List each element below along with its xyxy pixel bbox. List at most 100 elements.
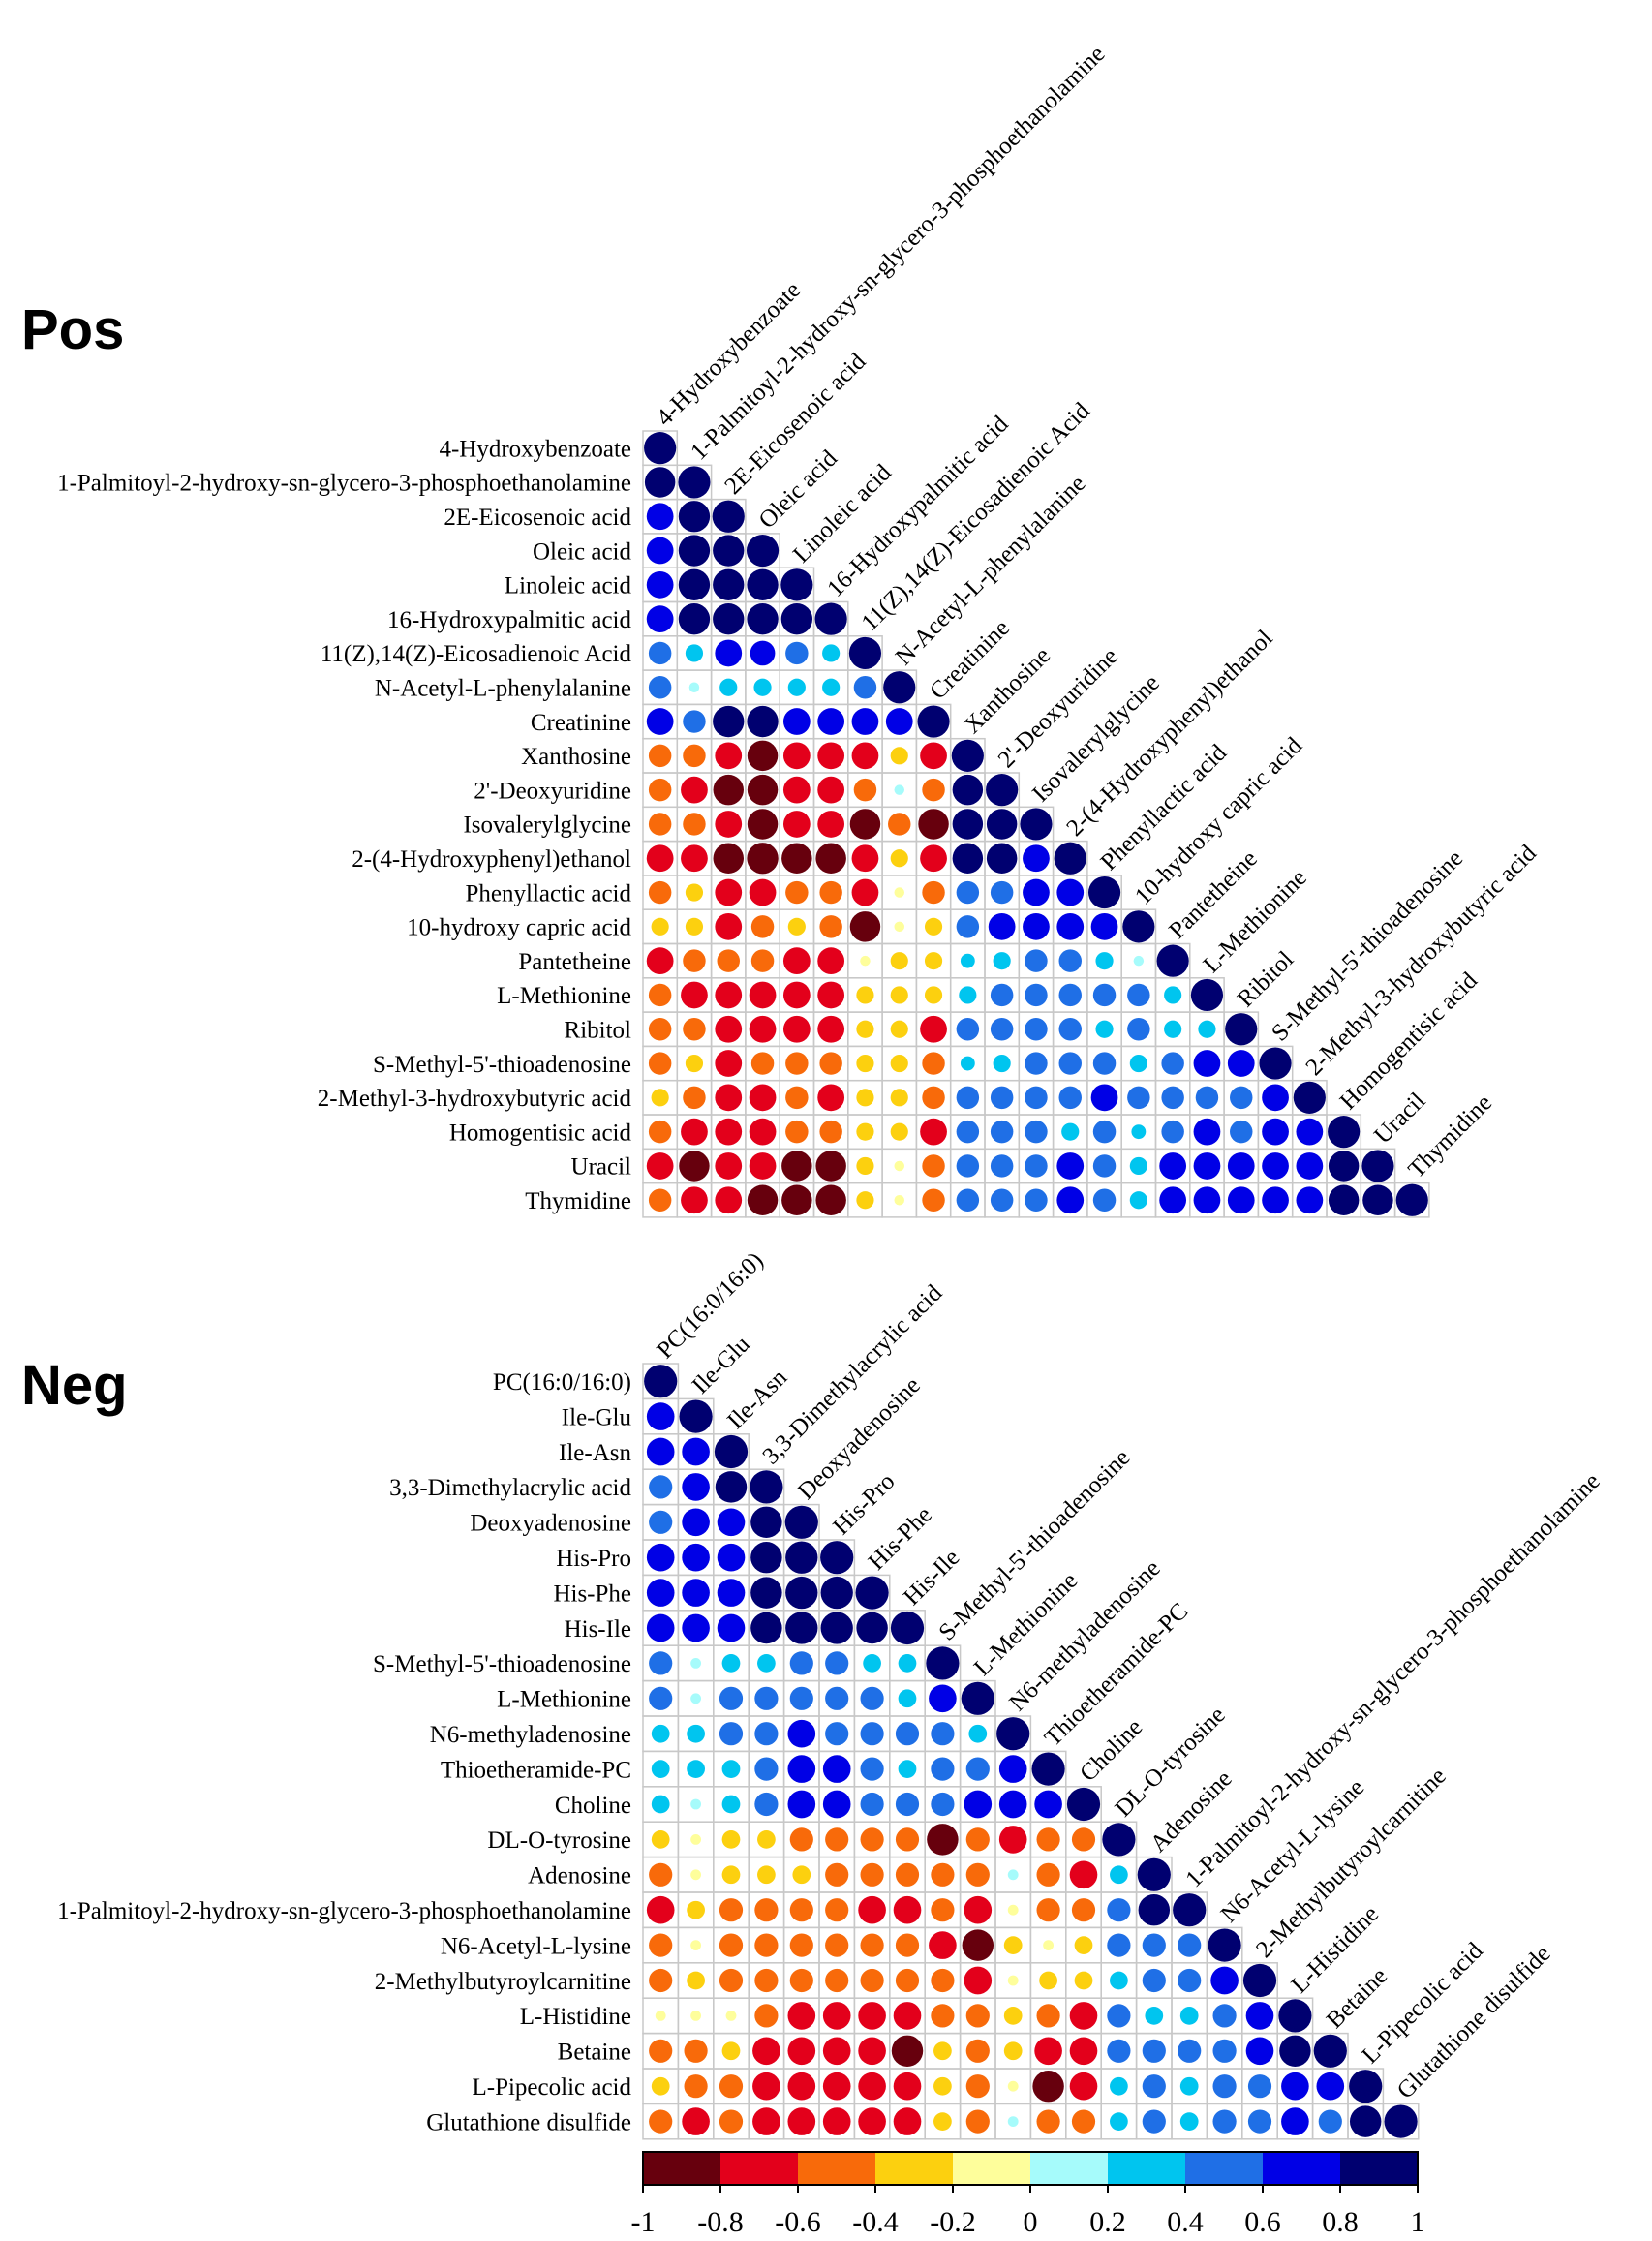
row-label: His-Ile	[565, 1616, 631, 1642]
row-label: N6-Acetyl-L-lysine	[441, 1933, 631, 1959]
correlation-dot	[1107, 1933, 1131, 1957]
correlation-dot	[1129, 1191, 1147, 1210]
correlation-dot	[815, 843, 846, 874]
correlation-dot	[825, 1722, 849, 1746]
correlation-dot	[855, 1576, 889, 1610]
correlation-dot	[721, 1830, 741, 1849]
correlation-dot	[1007, 1975, 1019, 1986]
correlation-dot	[646, 844, 674, 873]
correlation-dot	[646, 1613, 675, 1642]
correlation-dot	[678, 501, 711, 533]
correlation-dot	[1230, 1086, 1253, 1110]
correlation-dot	[1212, 2109, 1237, 2134]
correlation-dot	[715, 1084, 743, 1112]
correlation-dot	[929, 1931, 957, 1959]
column-label: Phenyllactic acid	[1096, 739, 1233, 875]
correlation-dot	[648, 1052, 672, 1075]
correlation-dot	[721, 1654, 741, 1673]
correlation-dot	[713, 602, 745, 635]
correlation-dot	[931, 1722, 955, 1746]
correlation-dot	[893, 2072, 922, 2101]
correlation-dot	[690, 2010, 702, 2021]
correlation-dot	[782, 776, 811, 804]
correlation-dot	[894, 784, 904, 795]
row-label: 1-Palmitoyl-2-hydroxy-sn-glycero-3-phosp…	[57, 1898, 631, 1924]
correlation-dot	[851, 708, 879, 735]
correlation-dot	[719, 1933, 744, 1957]
correlation-dot	[781, 1184, 812, 1215]
correlation-dot	[1138, 1893, 1171, 1926]
row-label: 3,3-Dimethylacrylic acid	[389, 1475, 631, 1501]
correlation-dot	[885, 708, 913, 735]
correlation-dot	[890, 1122, 908, 1141]
correlation-dot	[1036, 1827, 1060, 1852]
correlation-dot	[646, 1152, 674, 1180]
correlation-dot	[898, 1760, 917, 1778]
correlation-dot	[856, 1156, 874, 1176]
correlation-dot	[1092, 1052, 1117, 1075]
row-label: N-Acetyl-L-phenylalanine	[375, 676, 631, 702]
correlation-dot	[719, 1686, 744, 1710]
row-label: Glutathione disulfide	[426, 2109, 631, 2135]
correlation-dot	[1316, 2072, 1345, 2101]
correlation-dot	[750, 1506, 782, 1539]
correlation-dot	[687, 1724, 705, 1743]
correlation-dot	[1156, 944, 1189, 977]
colorbar-segment	[1185, 2152, 1263, 2185]
panel-label-pos: Pos	[21, 298, 124, 361]
correlation-dot	[1129, 1156, 1147, 1176]
column-label: Isovalerylglycine	[1027, 670, 1165, 808]
correlation-dot	[719, 678, 738, 696]
correlation-dot	[822, 2002, 851, 2030]
correlation-dot	[965, 1757, 990, 1781]
correlation-dot	[895, 1862, 920, 1887]
correlation-dot	[1328, 1116, 1361, 1149]
row-label: L-Histidine	[520, 2004, 631, 2030]
column-label: L-Pipecolic acid	[1357, 1937, 1488, 2069]
correlation-dot	[952, 774, 984, 806]
correlation-dot	[782, 708, 811, 735]
correlation-dot	[1003, 2041, 1023, 2061]
correlation-dot	[649, 1475, 673, 1499]
correlation-dot	[785, 1052, 809, 1075]
row-label: His-Pro	[556, 1546, 631, 1572]
correlation-dot	[651, 2076, 670, 2096]
correlation-dot	[1262, 1084, 1289, 1112]
correlation-dot	[1296, 1186, 1324, 1214]
correlation-dot	[690, 1833, 702, 1845]
column-label: 1-Palmitoyl-2-hydroxy-sn-glycero-3-phosp…	[686, 41, 1110, 465]
row-label: S-Methyl-5'-thioadenosine	[373, 1651, 631, 1677]
correlation-dot	[922, 880, 945, 905]
correlation-dot	[747, 809, 779, 840]
correlation-dot	[1179, 2076, 1199, 2096]
correlation-dot	[965, 2039, 990, 2063]
correlation-dot	[1328, 1184, 1360, 1215]
colorbar-segment	[1340, 2152, 1418, 2185]
correlation-dot	[715, 981, 743, 1009]
colorbar-segment	[1108, 2152, 1185, 2185]
colorbar-segment	[1263, 2152, 1340, 2185]
correlation-dot	[819, 1120, 842, 1144]
row-label: Ile-Asn	[559, 1440, 631, 1466]
correlation-dot	[1058, 1086, 1082, 1110]
correlation-dot	[820, 1576, 853, 1610]
row-label: N6-methyladenosine	[430, 1722, 631, 1748]
correlation-dot	[1384, 2104, 1418, 2138]
correlation-dot	[1161, 1086, 1184, 1110]
correlation-dot	[1193, 1186, 1221, 1214]
correlation-dot	[719, 1968, 744, 1993]
correlation-dot	[644, 432, 677, 465]
row-label: Isovalerylglycine	[463, 813, 631, 839]
row-label: 2-Methylbutyroylcarnitine	[375, 1969, 631, 1995]
correlation-dot	[1159, 1186, 1187, 1214]
correlation-dot	[646, 605, 674, 633]
correlation-dot	[1179, 2007, 1199, 2025]
correlation-dot	[1061, 1122, 1080, 1141]
colorbar-tick-label: -0.6	[775, 2206, 821, 2238]
correlation-dot	[1159, 1152, 1187, 1180]
column-label: Ribitol	[1233, 946, 1299, 1012]
correlation-dot	[1025, 1086, 1048, 1110]
correlation-dot	[1349, 2105, 1382, 2137]
correlation-dot	[1025, 949, 1048, 972]
